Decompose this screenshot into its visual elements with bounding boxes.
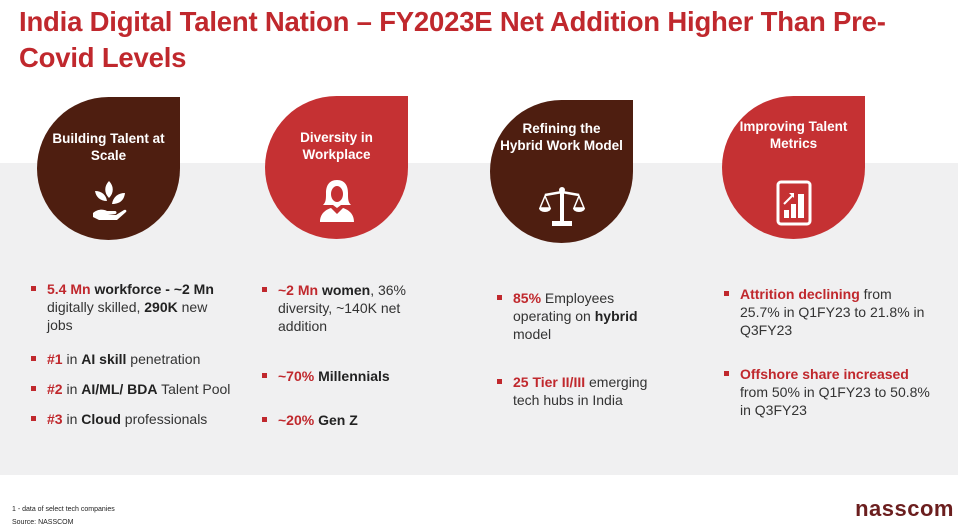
- bullet-text: from 25.7% in Q1FY23 to 21.8% in Q3FY23: [740, 286, 925, 338]
- bullets-hybrid-work: 85% Employees operating on hybrid model 2…: [493, 289, 668, 417]
- pillar-title: Building Talent at Scale: [52, 131, 165, 163]
- bullet-text: penetration: [126, 351, 201, 367]
- nasscom-logo: nasscom: [855, 496, 954, 521]
- bullet-text: AI/ML/ BDA: [81, 381, 158, 397]
- bullet-text: emerging tech hubs in India: [513, 374, 648, 408]
- bullet-text: women: [318, 282, 371, 298]
- bar-chart-icon: [776, 180, 811, 226]
- pillar-hybrid-work: Refining the Hybrid Work Model: [490, 100, 633, 243]
- bullet-text: #1: [47, 351, 63, 367]
- bullet-text: , 36% diversity, ~140K net addition: [278, 282, 407, 334]
- page-title: India Digital Talent Nation – FY2023E Ne…: [19, 6, 886, 73]
- bullet-text: ~2 Mn: [278, 282, 319, 298]
- pillar-title: Improving Talent Metrics: [739, 119, 848, 151]
- bullet-text: ~20%: [278, 412, 315, 428]
- bullet-text: from 50% in Q1FY23 to 50.8% in Q3FY23: [740, 384, 930, 418]
- bullet-text: 290K: [144, 299, 178, 315]
- bullet-item: #1 in AI skill penetration: [27, 350, 232, 368]
- bullet-text: workforce - ~2 Mn: [90, 281, 214, 297]
- bullet-text: model: [513, 326, 552, 342]
- bullet-item: ~2 Mn women, 36% diversity, ~140K net ad…: [258, 281, 433, 335]
- bullet-text: Offshore share increased: [740, 366, 909, 382]
- pillar-title: Diversity in Workplace: [300, 130, 373, 162]
- bullet-text: 5.4 Mn: [47, 281, 91, 297]
- bullet-item: #3 in Cloud professionals: [27, 410, 232, 428]
- pillar-building-talent: Building Talent at Scale: [37, 97, 180, 240]
- bullet-text: Gen Z: [314, 412, 358, 428]
- bullet-text: Millennials: [314, 368, 390, 384]
- bullet-item: Attrition declining from 25.7% in Q1FY23…: [720, 285, 930, 339]
- bullet-text: professionals: [120, 411, 208, 427]
- bullet-text: ~70%: [278, 368, 315, 384]
- bullet-text: Attrition declining: [740, 286, 860, 302]
- bullet-text: in: [62, 351, 82, 367]
- bullets-building-talent: 5.4 Mn workforce - ~2 Mn digitally skill…: [27, 280, 232, 436]
- bullet-item: Offshore share increased from 50% in Q1F…: [720, 365, 930, 419]
- source-note: Source: NASSCOM: [12, 519, 74, 526]
- bullet-text: new jobs: [47, 299, 208, 333]
- scales-icon: [538, 187, 585, 226]
- bullets-diversity: ~2 Mn women, 36% diversity, ~140K net ad…: [258, 281, 433, 437]
- bullet-text: Employees operating on: [513, 290, 615, 324]
- woman-icon: [319, 180, 354, 222]
- bullet-item: ~20% Gen Z: [258, 411, 433, 429]
- bullet-text: 85%: [513, 290, 542, 306]
- bullet-text: Cloud: [81, 411, 121, 427]
- bullet-text: hybrid: [594, 308, 638, 324]
- bullet-item: 5.4 Mn workforce - ~2 Mn digitally skill…: [27, 280, 232, 334]
- bullet-text: 25 Tier II/III: [513, 374, 586, 390]
- plant-in-hand-icon: [92, 181, 126, 220]
- footnote: 1 - data of select tech companies: [12, 506, 115, 513]
- bullet-text: Talent Pool: [157, 381, 231, 397]
- bullet-item: #2 in AI/ML/ BDA Talent Pool: [27, 380, 232, 398]
- bullet-text: #3: [47, 411, 63, 427]
- bullet-text: in: [62, 411, 82, 427]
- pillar-talent-metrics: Improving Talent Metrics: [722, 96, 865, 239]
- bullet-item: 85% Employees operating on hybrid model: [493, 289, 668, 343]
- bullet-text: AI skill: [81, 351, 127, 367]
- bullet-item: ~70% Millennials: [258, 367, 433, 385]
- bullet-text: in: [62, 381, 82, 397]
- bullet-item: 25 Tier II/III emerging tech hubs in Ind…: [493, 373, 668, 409]
- pillar-title: Refining the Hybrid Work Model: [500, 121, 623, 153]
- bullet-text: digitally skilled,: [47, 299, 145, 315]
- pillar-diversity: Diversity in Workplace: [265, 96, 408, 239]
- bullets-talent-metrics: Attrition declining from 25.7% in Q1FY23…: [720, 285, 930, 427]
- bullet-text: #2: [47, 381, 63, 397]
